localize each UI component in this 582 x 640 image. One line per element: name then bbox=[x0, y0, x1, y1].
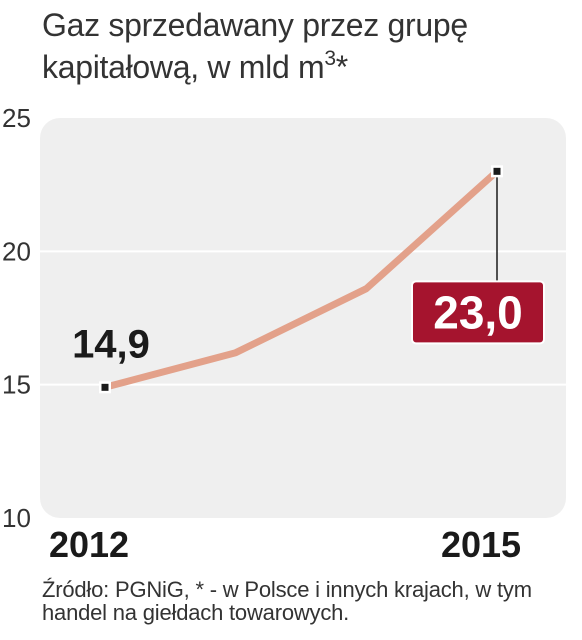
title-asterisk: * bbox=[335, 49, 348, 85]
data-label-2012: 14,9 bbox=[72, 322, 150, 366]
callout-box bbox=[411, 280, 545, 345]
series-line bbox=[101, 167, 501, 391]
y-tick-label-10: 10 bbox=[2, 503, 31, 533]
y-tick-label-15: 15 bbox=[2, 370, 31, 400]
title-superscript: 3 bbox=[324, 47, 336, 70]
y-tick-label-25: 25 bbox=[2, 103, 31, 133]
y-tick-label-20: 20 bbox=[2, 236, 31, 266]
data-point-core-2012 bbox=[101, 383, 109, 391]
x-tick-label-2012: 2012 bbox=[49, 524, 129, 565]
source-note: Źródło: PGNiG, * - w Polsce i innych kra… bbox=[42, 577, 532, 625]
data-point-core-2015 bbox=[493, 167, 501, 175]
x-tick-label-2015: 2015 bbox=[441, 524, 521, 565]
data-label-2015: 23,0 bbox=[433, 286, 523, 338]
chart-title: Gaz sprzedawany przez grupę kapitałową, … bbox=[42, 7, 468, 85]
callout-2015: 23,0 bbox=[411, 280, 545, 345]
